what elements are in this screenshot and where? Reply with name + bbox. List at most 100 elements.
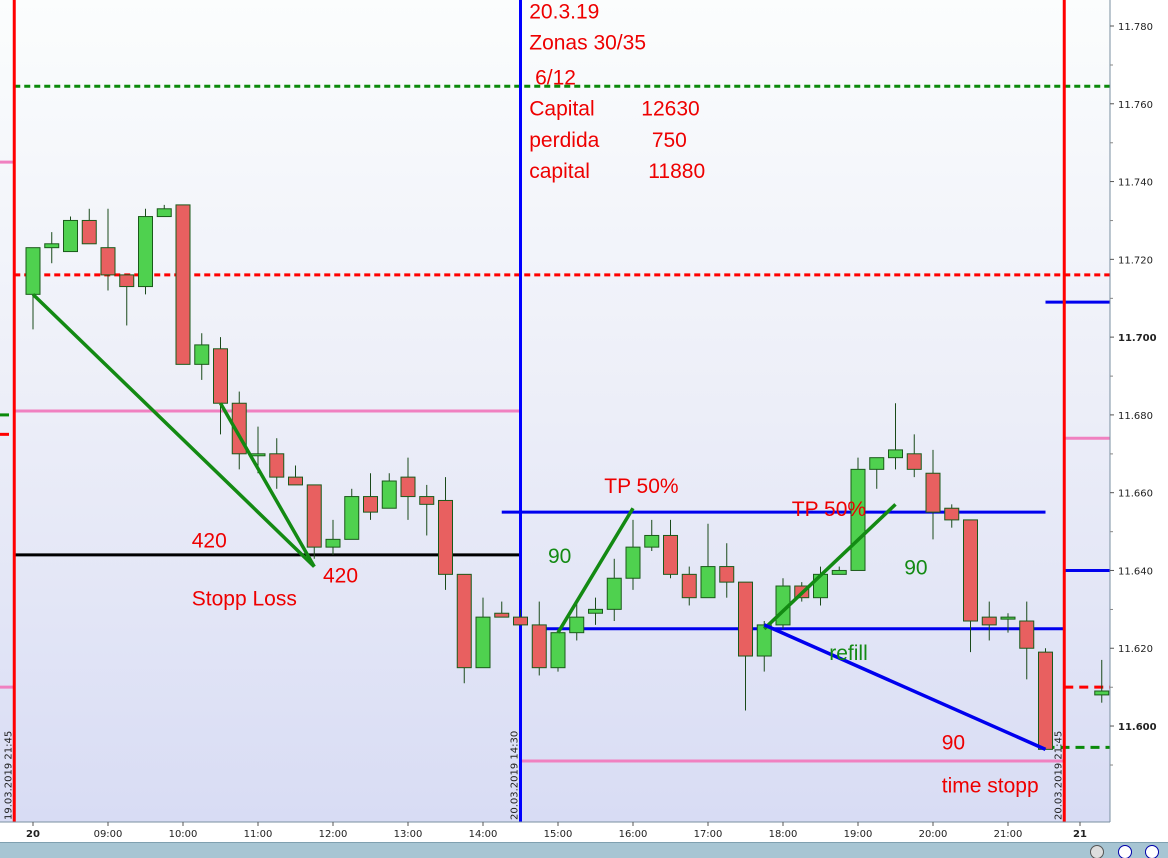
bullish-candle [44,243,60,249]
time-tick-label: 11:00 [244,829,273,840]
bullish-candle [250,453,266,457]
bearish-candle [400,476,416,498]
price-tick-label: 11.780 [1118,22,1153,33]
bullish-candle [569,616,585,634]
chart-annotation: perdida 750 [529,129,687,152]
price-tick-label: 11.620 [1118,644,1153,655]
bearish-candle [213,348,228,404]
bullish-candle [888,449,903,459]
price-tick-label: 11.700 [1118,333,1157,344]
vertical-line-label: 19.03.2019 21:45 [3,731,14,820]
bearish-candle [81,219,97,245]
time-tick-label: 13:00 [394,829,423,840]
price-tick-label: 11.600 [1118,722,1157,733]
chart-annotation: 420 [323,564,358,587]
bearish-candle [981,616,997,626]
time-tick-label: 09:00 [94,829,123,840]
bullish-candle [381,480,397,509]
chart-annotation: TP 50% [792,498,866,521]
bearish-candle [1019,620,1035,649]
bullish-candle [475,616,491,669]
chart-annotation: Zonas 30/35 [529,32,646,55]
bearish-candle [438,499,453,575]
bearish-candle [963,519,978,622]
time-tick-label: 16:00 [619,829,648,840]
bearish-candle [925,472,941,513]
bullish-candle [700,566,716,599]
horizontal-scrollbar[interactable] [0,842,1168,858]
bearish-candle [719,566,735,583]
time-tick-label: 19:00 [844,829,873,840]
chart-annotation: 6/12 [529,67,576,90]
time-tick-label: 20:00 [919,829,948,840]
time-tick-label: 15:00 [544,829,573,840]
trend-line [763,503,897,631]
chart-annotation: 20.3.19 [529,0,599,23]
bullish-candle [756,624,772,657]
bearish-candle [306,484,322,548]
price-tick-label: 11.640 [1118,566,1153,577]
time-tick-label: 21 [1073,829,1087,840]
price-tick-label: 11.720 [1118,255,1153,266]
bearish-candle [1038,651,1053,750]
bearish-candle [269,453,285,478]
vertical-line-label: 20.03.2019 14:30 [510,731,521,820]
time-tick-label: 18:00 [769,829,798,840]
trend-line [218,402,316,568]
bullish-candle [63,219,78,253]
time-tick-label: 12:00 [319,829,348,840]
bullish-candle [606,577,622,610]
chart-annotation: Stopp Loss [192,588,297,611]
bullish-candle [831,569,847,575]
bearish-candle [944,507,960,521]
bearish-candle [494,612,510,618]
bullish-candle [194,344,210,365]
price-tick-label: 11.760 [1118,100,1153,111]
bearish-candle [663,534,678,575]
bullish-candle [644,534,660,548]
chart-annotation: TP 50% [604,475,678,498]
bullish-candle [588,608,603,614]
chart-annotation: Capital 12630 [529,98,699,121]
time-tick-label: 20 [26,829,40,840]
zoom-in-icon[interactable] [1145,845,1159,858]
bullish-candle [625,546,641,579]
bearish-candle [175,204,191,365]
zoom-reset-icon[interactable] [1090,845,1104,858]
bullish-candle [550,632,566,669]
zoom-out-icon[interactable] [1118,845,1132,858]
bullish-candle [1094,690,1110,696]
chart-annotation: capital 11880 [529,160,705,183]
bullish-candle [325,538,341,548]
price-tick-label: 11.680 [1118,411,1153,422]
trend-line [763,623,1047,751]
price-tick-label: 11.660 [1118,489,1153,500]
bearish-candle [513,616,528,626]
bullish-candle [138,216,153,288]
time-axis [0,822,1110,842]
trend-line [31,293,316,568]
time-tick-label: 10:00 [169,829,198,840]
time-tick-label: 14:00 [469,829,498,840]
bullish-candle [1000,616,1016,620]
bearish-candle [419,496,435,505]
bearish-candle [100,247,116,276]
bullish-candle [25,247,41,295]
chart-annotation: 90 [942,732,965,755]
bullish-candle [156,208,172,218]
bearish-candle [531,624,547,669]
bearish-candle [738,581,753,657]
bullish-candle [869,457,885,470]
vertical-line-label: 20.03.2019 21:45 [1053,731,1064,820]
price-axis [1110,0,1168,842]
chart-annotation: time stopp [942,774,1039,797]
bearish-candle [906,453,922,470]
price-tick-label: 11.740 [1118,178,1153,189]
bearish-candle [363,496,378,513]
trend-line [556,507,635,634]
chart-annotation: 90 [548,545,571,568]
chart-annotation: 90 [904,557,927,580]
bearish-candle [681,573,697,599]
